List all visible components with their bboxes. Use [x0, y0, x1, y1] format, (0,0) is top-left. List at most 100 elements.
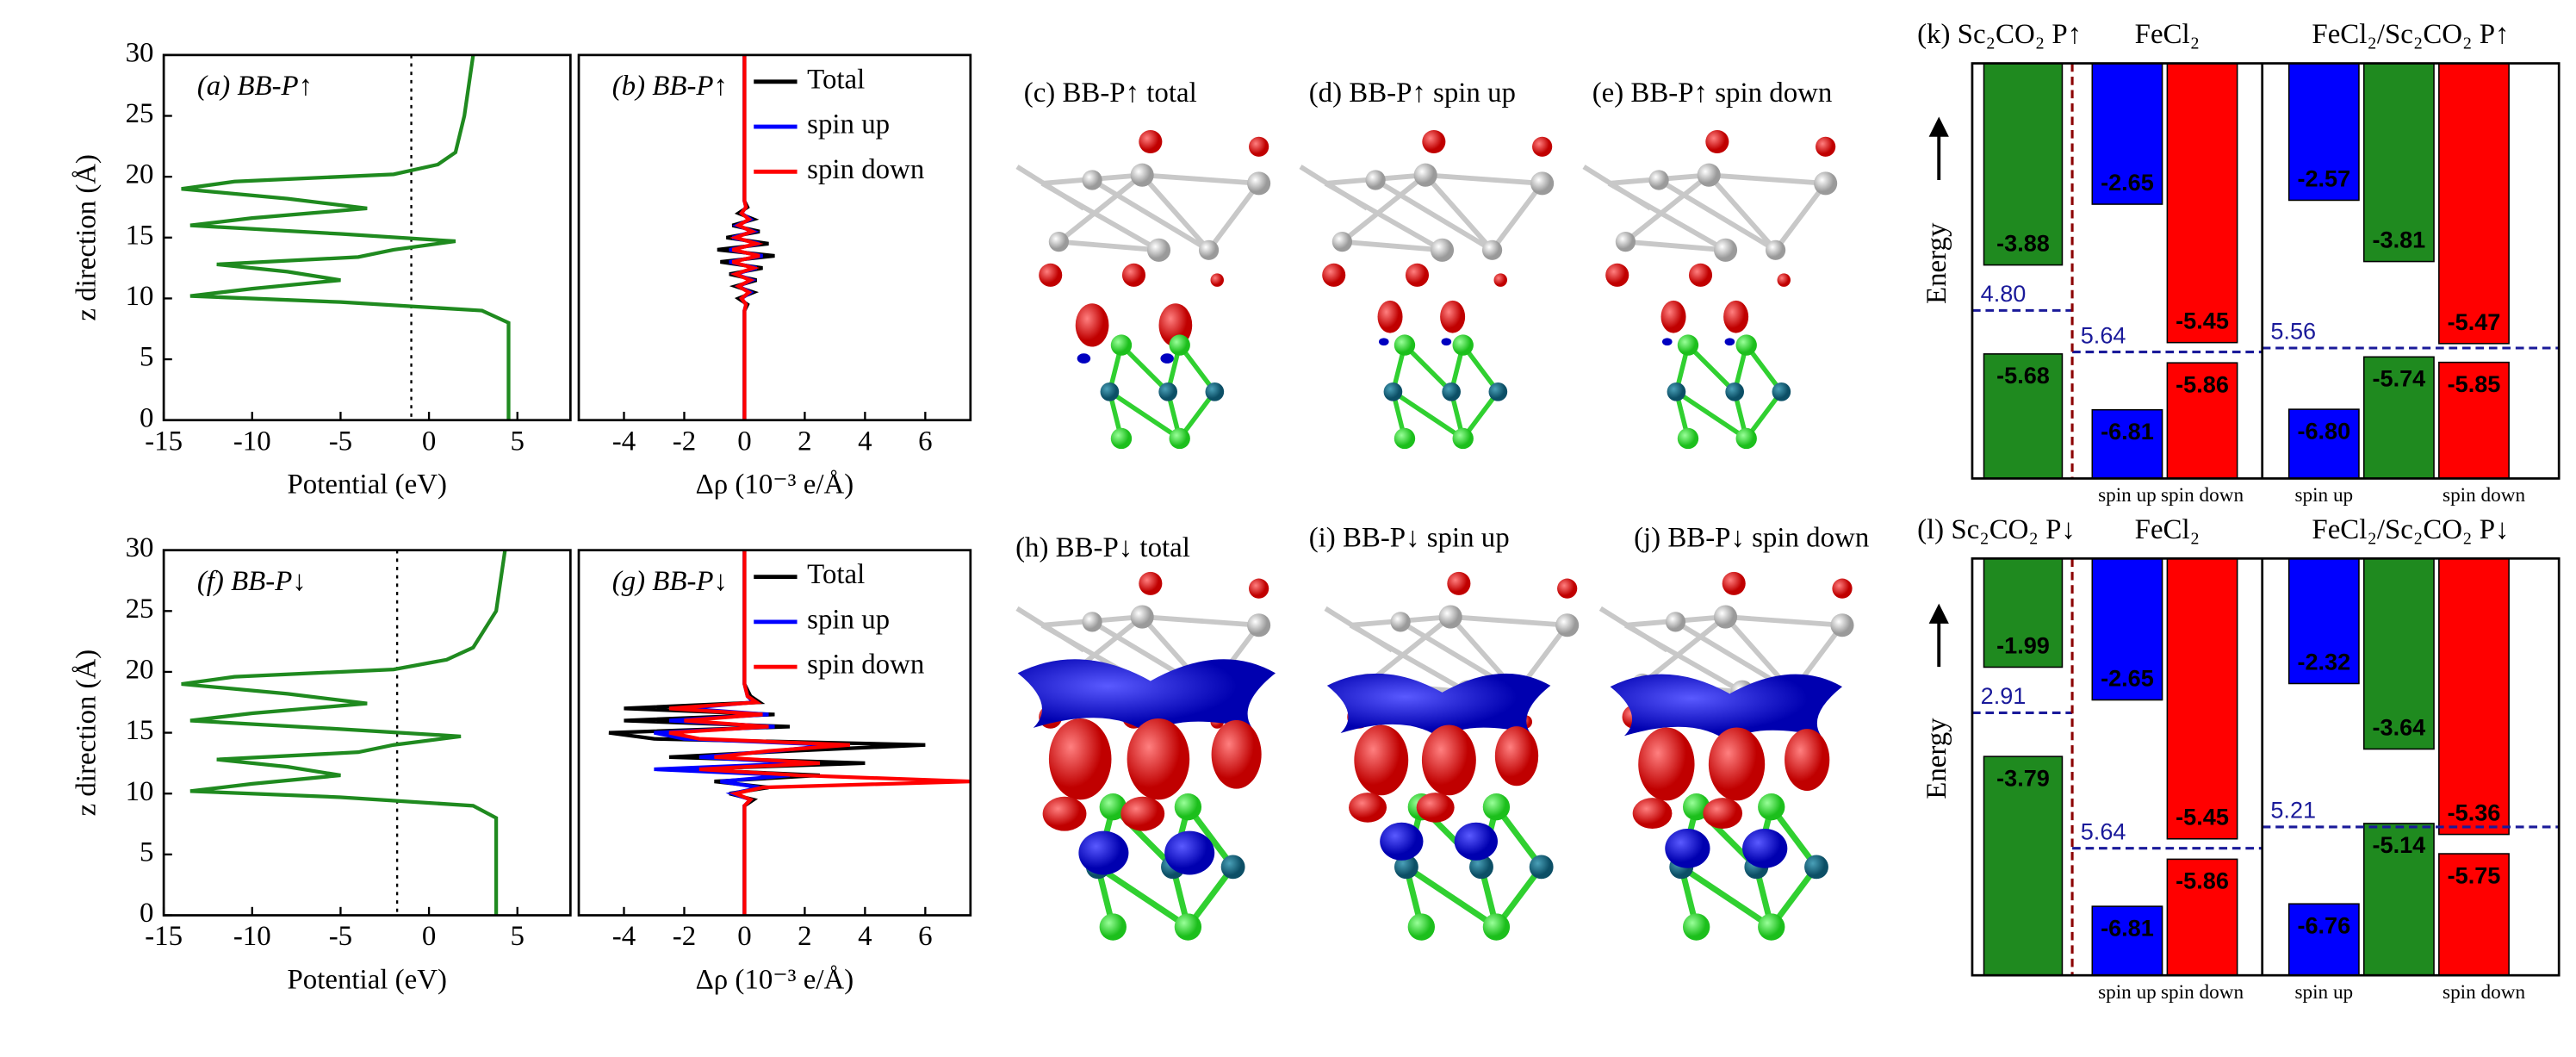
isosurface — [1660, 300, 1749, 346]
slab — [1667, 334, 1791, 449]
cbm-bar — [2166, 62, 2238, 344]
arrow-head — [1928, 603, 1949, 624]
x-tick-label: -15 — [145, 921, 183, 952]
group-title: FeCl₂/Sc₂CO₂ P↑ — [2312, 19, 2509, 50]
x-axis-label: Potential (eV) — [288, 964, 447, 995]
cbm-label: -5.36 — [2448, 799, 2501, 826]
y-tick-label: 5 — [140, 836, 153, 867]
vbm-label: -5.74 — [2373, 365, 2426, 392]
column-label: spin up — [2098, 981, 2157, 1004]
y-tick-label: 0 — [140, 898, 153, 929]
y-axis-label: Energy — [1921, 222, 1952, 304]
x-tick-label: 2 — [798, 426, 811, 457]
series-line — [181, 54, 511, 420]
legend-label: spin up — [807, 604, 890, 635]
x-tick-label: 4 — [858, 921, 872, 952]
work-function-label: 5.64 — [2081, 818, 2126, 844]
work-function-label: 4.80 — [1981, 280, 2027, 307]
x-tick-label: -5 — [329, 426, 352, 457]
cbm-label: -5.45 — [2176, 804, 2229, 830]
image-label: (e) BB-P↑ spin down — [1592, 78, 1833, 109]
cbm-bar — [1983, 62, 2064, 266]
y-axis-label: z direction (Å) — [71, 650, 102, 817]
structure-images: (c) BB-P↑ total (d) BB-P↑ spin up (e) BB… — [1015, 78, 1869, 941]
legend-label: spin down — [807, 154, 924, 185]
isosurface — [1377, 300, 1466, 346]
cbm-label: -5.47 — [2448, 308, 2501, 335]
vbm-bar — [2438, 853, 2510, 976]
vbm-bar — [2287, 408, 2360, 480]
vbm-label: -5.86 — [2176, 370, 2229, 397]
molecule — [1017, 130, 1270, 287]
x-tick-label: -10 — [233, 426, 271, 457]
vbm-label: -6.76 — [2297, 911, 2350, 938]
x-tick-label: 5 — [511, 426, 525, 457]
cbm-bar — [2438, 557, 2510, 836]
column-label: spin down — [2443, 981, 2525, 1004]
y-tick-label: 0 — [140, 402, 153, 433]
vbm-bar — [1983, 353, 2064, 480]
cbm-bar — [2287, 62, 2360, 202]
cbm-label: -2.65 — [2101, 664, 2154, 691]
x-tick-label: -10 — [233, 921, 271, 952]
vbm-label: -6.81 — [2101, 418, 2154, 445]
y-tick-label: 30 — [126, 37, 154, 68]
arrow-head — [1928, 116, 1949, 137]
work-function-label: 5.64 — [2081, 321, 2126, 348]
plot-frame — [577, 53, 972, 422]
panel-title: (a) BB-P↑ — [197, 71, 313, 102]
y-tick-label: 20 — [126, 654, 154, 685]
slab — [1394, 793, 1554, 941]
cbm-bar — [2438, 62, 2510, 345]
panel-title: (b) BB-P↑ — [612, 71, 728, 102]
column-label: spin down — [2161, 981, 2244, 1004]
column-label: spin down — [2443, 484, 2525, 507]
group-title: FeCl₂ — [2135, 514, 2200, 545]
vbm-label: -5.85 — [2448, 370, 2501, 397]
x-tick-label: 6 — [918, 921, 932, 952]
x-tick-label: 0 — [422, 426, 436, 457]
cbm-label: -3.64 — [2373, 713, 2426, 740]
group-title: FeCl₂ — [2135, 19, 2200, 50]
molecule — [1300, 130, 1554, 287]
cbm-bar — [1983, 557, 2064, 668]
vbm-label: -6.81 — [2101, 914, 2154, 941]
vbm-bar — [2166, 362, 2238, 480]
x-tick-label: 0 — [737, 921, 751, 952]
x-tick-label: 0 — [737, 426, 751, 457]
vbm-bar — [2362, 823, 2435, 976]
column-label: spin up — [2098, 484, 2157, 507]
x-axis-label: Δρ (10⁻³ e/Å) — [696, 963, 854, 995]
vbm-label: -5.75 — [2448, 861, 2501, 888]
image-label: (j) BB-P↓ spin down — [1634, 523, 1869, 554]
cbm-bar — [2362, 62, 2435, 263]
x-tick-label: -5 — [329, 921, 352, 952]
molecule — [1584, 130, 1837, 287]
x-axis-label: Potential (eV) — [288, 469, 447, 501]
panel-title: (l) Sc₂CO₂ P↓ — [1917, 514, 2076, 545]
vbm-label: -3.79 — [1996, 764, 2050, 791]
vbm-bar — [2362, 356, 2435, 480]
x-tick-label: 2 — [798, 921, 811, 952]
slab — [1384, 334, 1508, 449]
cbm-bar — [2287, 557, 2360, 685]
y-tick-label: 5 — [140, 342, 153, 373]
legend-label: spin up — [807, 109, 890, 140]
y-tick-label: 25 — [126, 594, 154, 625]
x-tick-label: 6 — [918, 426, 932, 457]
vbm-label: -5.68 — [1996, 362, 2050, 389]
x-tick-label: -4 — [612, 921, 636, 952]
cbm-label: -2.57 — [2297, 165, 2350, 191]
cbm-label: -3.81 — [2373, 227, 2426, 253]
column-label: spin down — [2161, 484, 2244, 507]
plot-frame — [162, 53, 572, 422]
x-tick-label: -15 — [145, 426, 183, 457]
vbm-bar — [2091, 408, 2163, 480]
series-line — [668, 550, 971, 916]
image-label: (d) BB-P↑ spin up — [1309, 78, 1516, 109]
x-tick-label: -2 — [673, 921, 696, 952]
x-tick-label: 5 — [511, 921, 525, 952]
legend-label: Total — [807, 64, 865, 95]
cbm-label: -3.88 — [1996, 230, 2050, 257]
